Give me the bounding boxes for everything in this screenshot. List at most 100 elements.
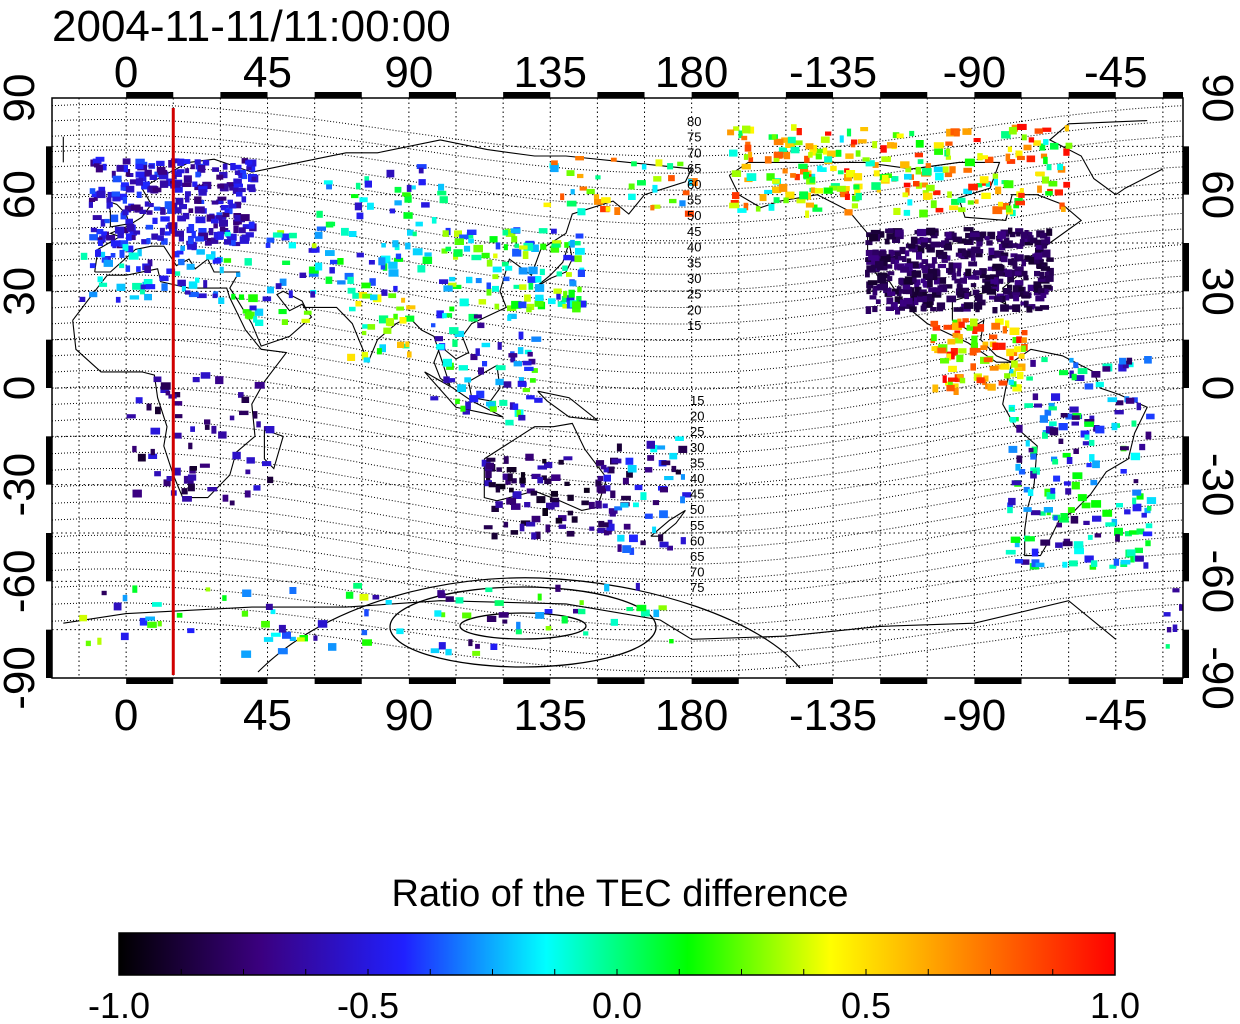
tec-ratio-point <box>904 303 911 309</box>
tec-ratio-point <box>974 275 980 280</box>
tec-ratio-point <box>905 166 912 173</box>
bottom-lon-tick: 45 <box>243 691 292 740</box>
tec-ratio-point <box>926 293 935 302</box>
tec-ratio-point <box>1065 413 1073 420</box>
tec-ratio-point <box>146 403 152 411</box>
tec-ratio-point <box>455 597 464 604</box>
tec-ratio-point <box>577 286 582 293</box>
tec-ratio-point <box>886 264 893 269</box>
contour-label: 15 <box>687 318 701 333</box>
tec-ratio-point <box>511 236 518 243</box>
tec-ratio-point <box>865 269 870 278</box>
tec-ratio-point <box>872 287 878 296</box>
tec-ratio-point <box>680 537 686 545</box>
tec-ratio-point <box>953 130 960 137</box>
tec-ratio-point <box>254 308 264 316</box>
tec-ratio-point <box>495 378 504 386</box>
tec-ratio-point <box>887 142 895 149</box>
tec-ratio-point <box>998 201 1003 207</box>
tec-ratio-point <box>625 457 634 465</box>
tec-ratio-point <box>967 274 977 280</box>
tec-ratio-point <box>1046 164 1052 171</box>
tec-ratio-point <box>206 214 215 222</box>
tec-ratio-point <box>188 442 193 450</box>
tec-ratio-point <box>790 173 796 178</box>
contour-label: 65 <box>687 161 701 176</box>
tec-ratio-point <box>650 205 655 211</box>
tec-ratio-point <box>455 398 460 404</box>
tec-ratio-point <box>994 251 1001 258</box>
tec-ratio-point <box>486 615 497 622</box>
tec-ratio-point <box>1050 142 1059 150</box>
tec-ratio-point <box>510 530 519 535</box>
tec-ratio-point <box>411 185 416 190</box>
tec-ratio-point <box>330 259 340 265</box>
tec-ratio-point <box>147 621 157 628</box>
tec-ratio-point <box>941 240 946 248</box>
tec-ratio-point <box>646 440 655 449</box>
tec-ratio-point <box>566 272 572 277</box>
tec-ratio-point <box>936 277 947 284</box>
tec-ratio-point <box>528 266 538 275</box>
tec-ratio-point <box>517 347 524 355</box>
tec-ratio-point <box>528 358 536 365</box>
tec-ratio-point <box>1021 330 1028 336</box>
tec-ratio-point <box>91 191 100 198</box>
tec-ratio-point <box>530 490 538 496</box>
tec-ratio-point <box>998 380 1008 386</box>
tec-ratio-point <box>369 278 376 286</box>
tec-ratio-point <box>466 232 474 239</box>
tec-ratio-point <box>192 377 200 383</box>
tec-ratio-point <box>1139 443 1146 451</box>
tec-ratio-point <box>101 590 107 596</box>
tec-ratio-point <box>915 279 921 286</box>
tec-ratio-point <box>502 473 512 480</box>
tec-ratio-point <box>614 506 623 511</box>
tec-ratio-point <box>907 243 916 249</box>
contour-line <box>52 242 1183 308</box>
tec-ratio-point <box>418 179 426 186</box>
tec-ratio-point <box>1136 402 1141 411</box>
tec-ratio-point <box>1130 555 1135 563</box>
contour-label: 75 <box>687 130 701 145</box>
tec-ratio-point <box>430 396 439 401</box>
polar-contour-arc <box>257 577 801 673</box>
tec-ratio-point <box>537 465 547 470</box>
tec-ratio-point <box>216 215 223 221</box>
tec-ratio-point <box>946 148 951 156</box>
tec-ratio-point <box>946 128 954 137</box>
tec-ratio-point <box>855 150 861 157</box>
tec-ratio-point <box>205 587 211 592</box>
tec-ratio-point <box>531 368 538 373</box>
tec-ratio-point <box>265 603 273 610</box>
tec-ratio-point <box>890 302 898 310</box>
tec-ratio-point <box>923 192 933 200</box>
tec-ratio-point <box>865 240 873 246</box>
right-lat-tick: -30 <box>1193 453 1240 517</box>
tec-ratio-point <box>1000 255 1008 263</box>
tec-ratio-point <box>164 231 171 236</box>
tec-ratio-point <box>915 166 922 175</box>
tec-ratio-point <box>562 265 568 271</box>
tec-ratio-point <box>1004 373 1011 379</box>
tec-ratio-point <box>88 201 93 208</box>
tec-ratio-point <box>1035 245 1044 250</box>
tec-ratio-point <box>886 233 896 240</box>
tec-ratio-point <box>216 174 224 180</box>
tec-ratio-point <box>445 648 452 656</box>
tec-ratio-point <box>891 142 898 149</box>
tec-ratio-point <box>434 336 443 342</box>
tec-ratio-point <box>229 500 235 506</box>
tec-ratio-point <box>846 170 856 178</box>
tec-ratio-point <box>982 341 989 346</box>
tec-ratio-point <box>1120 559 1131 565</box>
tec-ratio-point <box>936 289 942 295</box>
colorbar-tick-label: 1.0 <box>1090 985 1140 1024</box>
tec-ratio-point <box>468 313 478 322</box>
frame-bar-top <box>974 92 1022 98</box>
tec-ratio-point <box>1059 202 1065 210</box>
colorbar-tick-label: 0.5 <box>841 985 891 1024</box>
tec-ratio-point <box>870 229 881 236</box>
tec-ratio-point <box>899 277 904 286</box>
tec-ratio-point <box>601 197 611 204</box>
